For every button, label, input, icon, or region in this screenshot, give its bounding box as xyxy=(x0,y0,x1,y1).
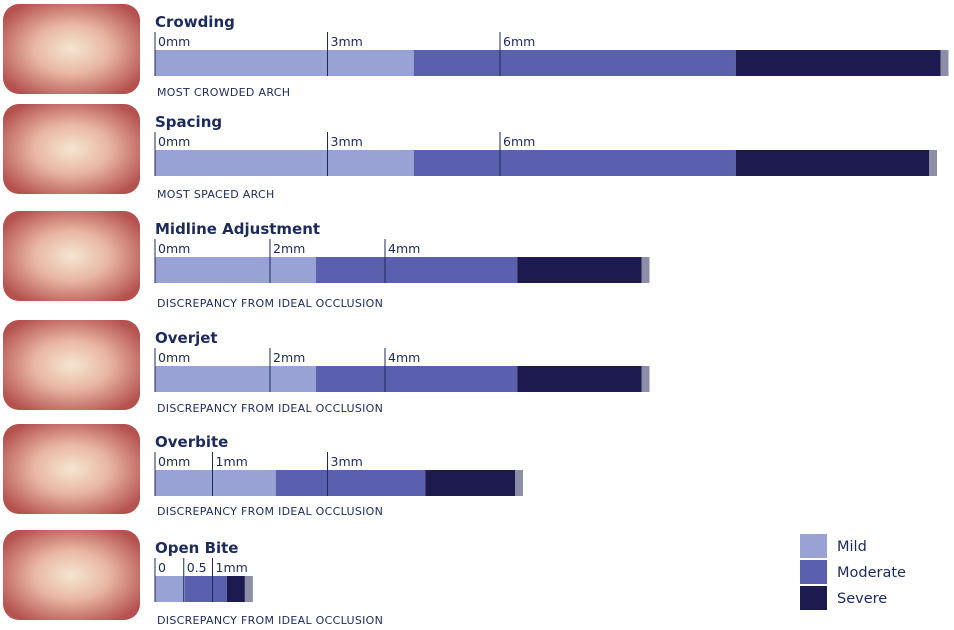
row-title: Overjet xyxy=(155,329,218,347)
segment xyxy=(316,366,517,392)
segment xyxy=(155,150,414,176)
fade xyxy=(245,576,253,602)
segment xyxy=(414,50,736,76)
tick-label: 2mm xyxy=(273,241,305,256)
photo xyxy=(3,424,140,514)
fade xyxy=(642,366,650,392)
photo xyxy=(3,530,140,620)
caption: DISCREPANCY FROM IDEAL OCCLUSION xyxy=(157,505,383,518)
caption: MOST SPACED ARCH xyxy=(157,188,275,201)
tick-label: 6mm xyxy=(503,134,535,149)
segment xyxy=(736,50,949,76)
photo xyxy=(3,320,140,410)
fade xyxy=(929,150,937,176)
tick-label: 3mm xyxy=(331,34,363,49)
severity-chart: Crowding 0mm 3mm 6mm MOST CROWDED ARCH Spacin… xyxy=(0,0,954,630)
photo xyxy=(3,4,140,94)
legend-label: Moderate xyxy=(837,565,906,581)
tick-label: 1mm xyxy=(216,560,248,575)
legend-label: Mild xyxy=(837,539,867,555)
tick-label: 0.5 xyxy=(187,560,207,575)
segment xyxy=(155,257,316,283)
tick-label: 0 xyxy=(158,560,166,575)
segment xyxy=(316,257,517,283)
tick-label: 3mm xyxy=(331,134,363,149)
segment xyxy=(155,576,185,602)
legend-swatch xyxy=(800,586,827,610)
segment xyxy=(517,257,649,283)
segment xyxy=(155,50,414,76)
caption: DISCREPANCY FROM IDEAL OCCLUSION xyxy=(157,402,383,415)
segment xyxy=(425,470,523,496)
tick-label: 0mm xyxy=(158,34,190,49)
fade xyxy=(941,50,949,76)
caption: DISCREPANCY FROM IDEAL OCCLUSION xyxy=(157,297,383,310)
photo xyxy=(3,211,140,301)
legend-swatch xyxy=(800,534,827,558)
tick-label: 1mm xyxy=(216,454,248,469)
tick-label: 4mm xyxy=(388,350,420,365)
segment xyxy=(155,366,316,392)
segment xyxy=(414,150,736,176)
tick-label: 4mm xyxy=(388,241,420,256)
tick-label: 2mm xyxy=(273,350,305,365)
row-title: Overbite xyxy=(155,433,228,451)
photo xyxy=(3,104,140,194)
segment xyxy=(517,366,649,392)
tick-label: 3mm xyxy=(331,454,363,469)
legend-swatch xyxy=(800,560,827,584)
legend-label: Severe xyxy=(837,591,887,607)
fade xyxy=(642,257,650,283)
row-title: Midline Adjustment xyxy=(155,220,320,238)
row-title: Crowding xyxy=(155,13,235,31)
segment xyxy=(155,470,276,496)
segment xyxy=(276,470,426,496)
tick-label: 0mm xyxy=(158,134,190,149)
row-title: Open Bite xyxy=(155,539,238,557)
row-title: Spacing xyxy=(155,113,222,131)
tick-label: 6mm xyxy=(503,34,535,49)
caption: MOST CROWDED ARCH xyxy=(157,86,290,99)
tick-label: 0mm xyxy=(158,454,190,469)
caption: DISCREPANCY FROM IDEAL OCCLUSION xyxy=(157,614,383,627)
tick-label: 0mm xyxy=(158,350,190,365)
segment xyxy=(185,576,227,602)
segment xyxy=(736,150,937,176)
fade xyxy=(515,470,523,496)
tick-label: 0mm xyxy=(158,241,190,256)
